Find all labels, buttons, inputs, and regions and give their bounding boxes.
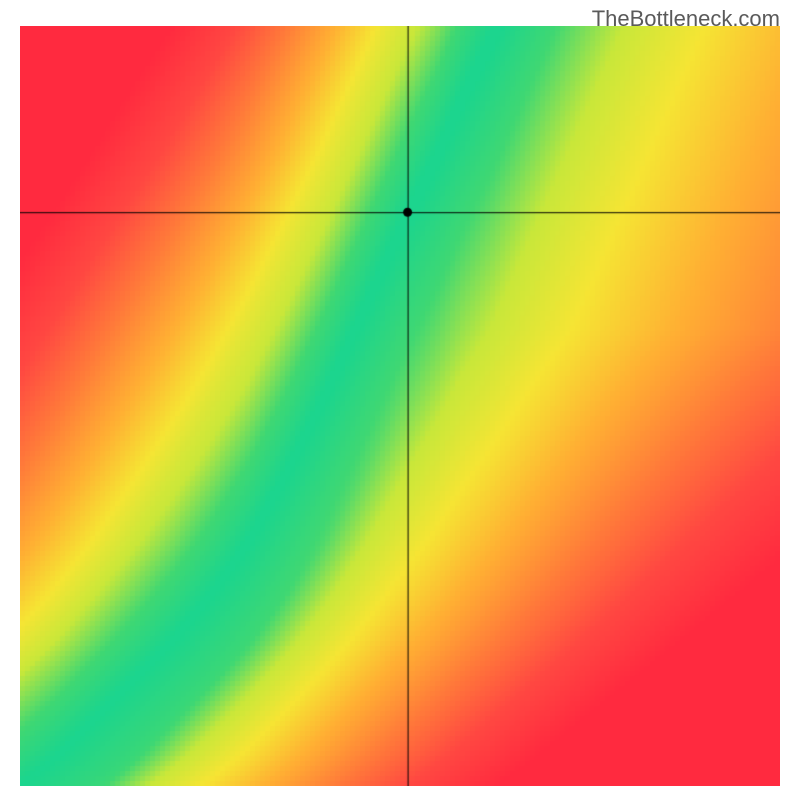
heatmap-canvas xyxy=(20,26,780,786)
root: TheBottleneck.com xyxy=(0,0,800,800)
bottleneck-heatmap xyxy=(20,26,780,786)
watermark-text: TheBottleneck.com xyxy=(592,6,780,32)
